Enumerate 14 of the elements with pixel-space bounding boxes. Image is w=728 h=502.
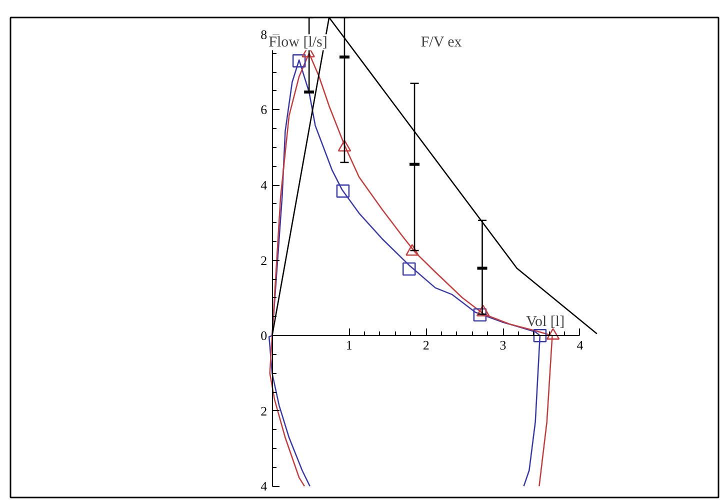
y-axis-title: Flow [l/s] — [268, 34, 328, 50]
y-tick-label: 4 — [260, 178, 268, 193]
y-tick-label: 0 — [260, 328, 268, 344]
y-tick-label: 4 — [260, 478, 268, 494]
x-tick-label: 3 — [500, 338, 506, 353]
y-tick-label: 2 — [260, 252, 268, 268]
x-tick-label: 2 — [422, 338, 430, 353]
y-tick-label: 2 — [260, 403, 268, 418]
text: F/V ex — [420, 34, 462, 50]
x-tick-label: 1 — [346, 338, 352, 353]
x-tick-label: 4 — [576, 338, 584, 353]
y-tick-label: 8 — [260, 26, 268, 42]
y-tick-label: 6 — [260, 102, 268, 118]
x-axis-title: Vol [l] — [526, 314, 565, 330]
